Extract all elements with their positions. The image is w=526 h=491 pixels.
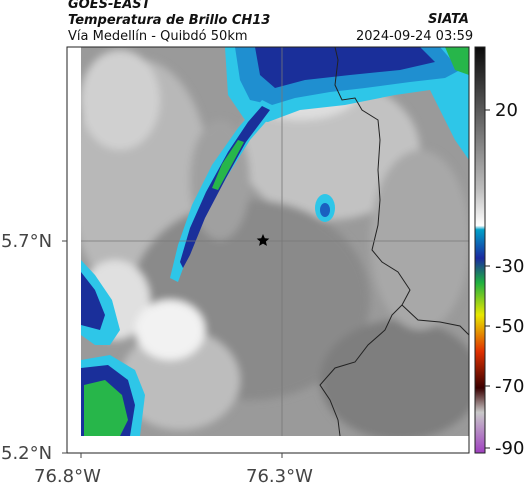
y-tick-label: 5.7°N <box>1 231 53 252</box>
colorbar-tick: 20 <box>495 100 518 121</box>
timestamp-label: 2024-09-24 03:59 <box>356 29 474 44</box>
x-tick-label: 76.3°W <box>246 466 313 487</box>
region-subtitle: Vía Medellín - Quibdó 50km <box>68 29 248 44</box>
cloud-southwest <box>81 355 145 436</box>
star-marker <box>256 234 270 246</box>
colorbar-tick: -90 <box>495 438 525 459</box>
satellite-title: GOES-EAST <box>68 0 151 12</box>
cloud-band-north <box>225 47 469 160</box>
cloud-line-diagonal <box>170 100 278 282</box>
x-tick-label: 76.8°W <box>34 466 101 487</box>
colorbar-gradient <box>474 46 486 454</box>
cloud-isolated <box>315 194 335 222</box>
product-title: Temperatura de Brillo CH13 <box>68 13 271 28</box>
colorbar-tick: -70 <box>495 376 525 397</box>
cloud-west <box>81 260 120 345</box>
agency-label: SIATA <box>428 12 469 27</box>
colorbar-tick: -50 <box>495 316 525 337</box>
y-tick-label: 5.2°N <box>1 443 53 464</box>
border-lines <box>319 47 469 436</box>
colorbar-tick: -30 <box>495 256 525 277</box>
